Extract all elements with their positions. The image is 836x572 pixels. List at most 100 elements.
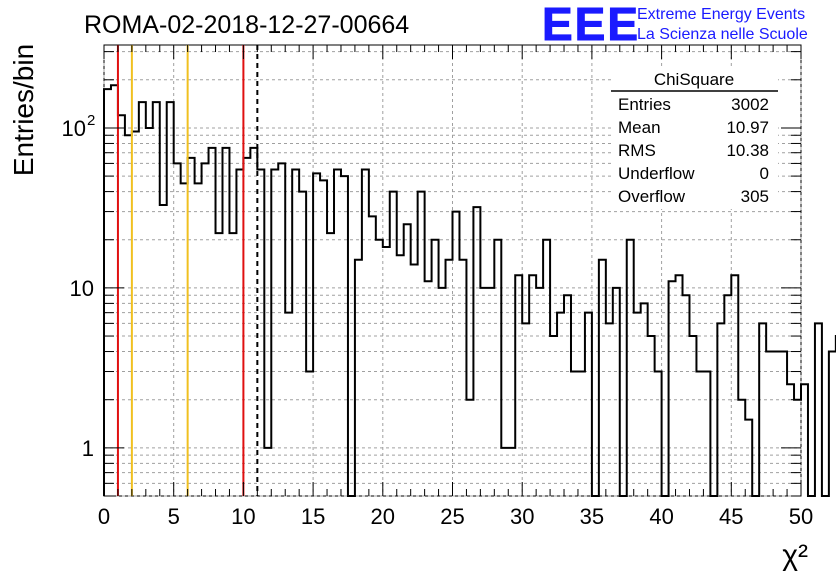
eee-logo-line2: La Scienza nelle Scuole <box>637 26 808 43</box>
histogram-bin <box>306 372 313 496</box>
x-tick-labels: 0 5 10 15 20 25 30 35 40 45 50 <box>98 504 813 529</box>
x-tick-label: 50 <box>789 504 813 529</box>
histogram-bin <box>132 132 139 496</box>
histogram-bin <box>271 169 278 496</box>
stats-box: ChiSquare Entries 3002 Mean 10.97 RMS 10… <box>611 67 778 209</box>
histogram-bin <box>432 240 439 496</box>
histogram-bin <box>285 313 292 496</box>
histogram-bin <box>571 372 578 496</box>
histogram-outline <box>103 84 836 497</box>
histogram-bin <box>257 169 264 496</box>
eee-logo-text: EEE <box>542 0 640 50</box>
stats-title: ChiSquare <box>654 70 734 89</box>
histogram-bin <box>689 336 696 496</box>
histogram-bin <box>418 192 425 496</box>
histogram-bin <box>606 323 613 496</box>
histogram-bin <box>585 313 592 496</box>
histogram-bin <box>181 183 188 496</box>
x-tick-label: 40 <box>649 504 673 529</box>
histogram-bin <box>453 212 460 496</box>
x-tick-label: 35 <box>580 504 604 529</box>
histogram-bin <box>111 85 118 496</box>
histogram-bin <box>362 169 369 496</box>
histogram-bin <box>243 158 250 496</box>
histogram-bin <box>202 163 209 496</box>
y-tick-label: 10 <box>62 116 86 141</box>
histogram-bin <box>195 183 202 496</box>
histogram-bin <box>696 372 703 496</box>
histogram-bin <box>815 323 822 496</box>
y-axis-label: Entries/bin <box>8 44 39 176</box>
histogram-bin <box>160 205 167 496</box>
histogram-bin <box>411 265 418 496</box>
histogram-bin <box>167 102 174 496</box>
histogram-bin <box>487 288 494 496</box>
histogram-bin <box>703 372 710 496</box>
histogram-bin <box>787 384 794 496</box>
stats-value-entries: 3002 <box>731 95 769 114</box>
histogram-bin <box>557 313 564 496</box>
x-tick-label: 25 <box>440 504 464 529</box>
stats-value-overflow: 305 <box>741 187 769 206</box>
histogram-bin <box>278 163 285 496</box>
histogram-bin <box>292 169 299 496</box>
histogram-bin <box>780 352 787 496</box>
eee-logo-line1: Extreme Energy Events <box>637 6 805 23</box>
histogram-bin <box>376 240 383 496</box>
histogram-bin <box>648 336 655 496</box>
histogram-bin <box>801 384 808 496</box>
histogram-bin <box>153 102 160 496</box>
histogram-bin <box>146 128 153 496</box>
histogram-bin <box>229 233 236 496</box>
stats-value-mean: 10.97 <box>726 118 769 137</box>
x-tick-label: 45 <box>719 504 743 529</box>
histogram-bin <box>613 288 620 496</box>
stats-label-overflow: Overflow <box>618 187 686 206</box>
histogram-bin <box>759 323 766 496</box>
histogram-bin <box>299 192 306 496</box>
histogram-bin <box>627 240 634 496</box>
chart-title: ROMA-02-2018-12-27-00664 <box>84 11 409 39</box>
histogram-bin <box>724 295 731 496</box>
x-tick-label: 30 <box>510 504 534 529</box>
histogram-bin <box>222 148 229 496</box>
histogram-bin <box>139 102 146 496</box>
histogram-bin <box>369 216 376 496</box>
histogram-bin <box>683 295 690 496</box>
stats-value-rms: 10.38 <box>726 141 769 160</box>
histogram-bin <box>327 233 334 496</box>
stats-value-underflow: 0 <box>760 164 769 183</box>
histogram-bin <box>397 255 404 496</box>
histogram-bin <box>104 89 111 496</box>
stats-label-entries: Entries <box>618 95 671 114</box>
x-tick-label: 20 <box>371 504 395 529</box>
histogram-bin <box>320 180 327 496</box>
histogram-bin <box>717 323 724 496</box>
histogram-bin <box>125 135 132 496</box>
histogram-bin <box>536 288 543 496</box>
histogram-bin <box>480 288 487 496</box>
histogram-bin <box>634 313 641 496</box>
stats-label-underflow: Underflow <box>618 164 695 183</box>
x-tick-label: 0 <box>98 504 110 529</box>
histogram-bin <box>745 420 752 496</box>
histogram-bin <box>522 323 529 496</box>
axis-ticks <box>103 45 802 497</box>
stats-label-mean: Mean <box>618 118 661 137</box>
stats-label-rms: RMS <box>618 141 656 160</box>
histogram-bin <box>118 115 125 496</box>
histogram-bin <box>439 288 446 496</box>
x-tick-label: 15 <box>301 504 325 529</box>
y-tick-exponent: 2 <box>87 112 95 129</box>
histogram-bin <box>216 233 223 496</box>
y-tick-label: 10 <box>70 276 94 301</box>
histogram-bin <box>766 352 773 496</box>
histogram-bin <box>494 240 501 496</box>
x-tick-label: 10 <box>231 504 255 529</box>
histogram-bin <box>773 352 780 496</box>
x-axis-label: χ² <box>782 539 808 572</box>
histogram-bin <box>188 158 195 496</box>
histogram-bin <box>209 148 216 496</box>
